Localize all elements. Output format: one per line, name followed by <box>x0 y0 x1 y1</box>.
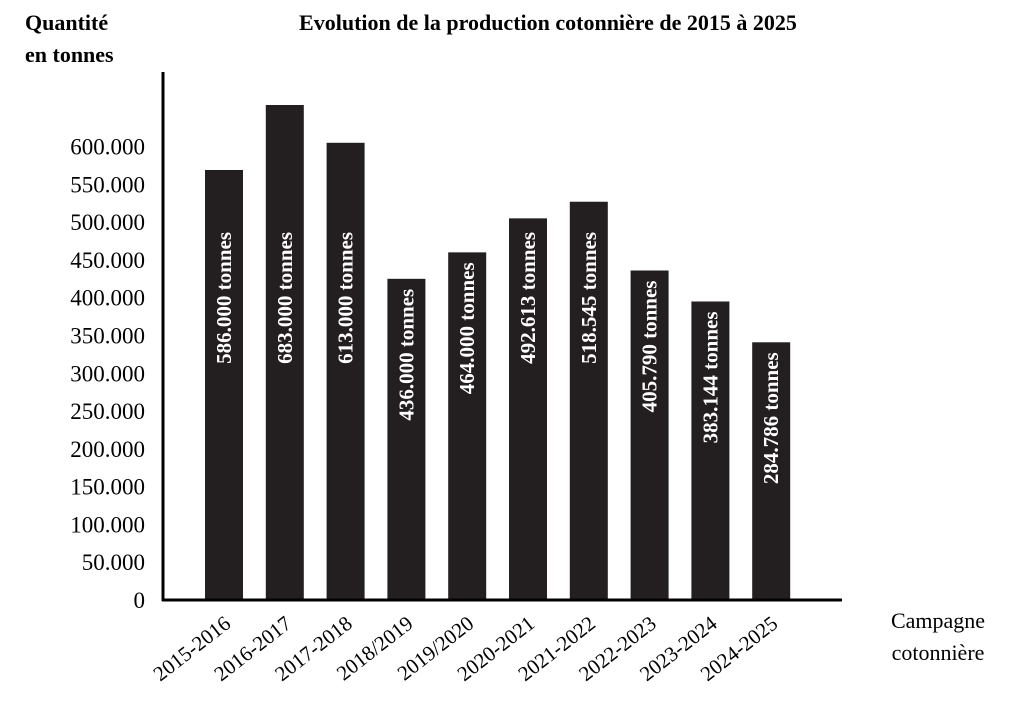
y-tick-label: 400.000 <box>70 286 145 311</box>
y-tick-label: 250.000 <box>70 399 145 424</box>
bar-data-label: 383.144 tonnes <box>698 311 722 443</box>
bar <box>448 252 487 601</box>
y-tick-label: 50.000 <box>82 550 145 575</box>
y-tick-label: 300.000 <box>70 361 145 386</box>
y-tick-label: 150.000 <box>70 475 145 500</box>
bar <box>387 278 426 600</box>
bars <box>205 105 791 601</box>
bar <box>691 301 730 600</box>
bar-data-label: 436.000 tonnes <box>394 289 418 421</box>
x-axis-title-line: Campagne <box>891 608 985 633</box>
chart-title: Evolution de la production cotonnière de… <box>299 10 797 35</box>
bar-data-label: 613.000 tonnes <box>334 232 358 364</box>
y-tick-label: 100.000 <box>70 512 145 537</box>
y-tick-label: 600.000 <box>70 135 145 160</box>
bar <box>509 218 547 601</box>
bar <box>752 342 791 600</box>
y-axis-title: Quantité en tonnes <box>25 10 114 67</box>
y-tick-label: 0 <box>134 588 146 613</box>
y-tick-label: 450.000 <box>70 248 145 273</box>
y-tick-label: 350.000 <box>70 323 145 348</box>
bar-data-label: 492.613 tonnes <box>516 232 540 364</box>
bar-data-label: 683.000 tonnes <box>273 232 297 364</box>
bar <box>205 169 243 600</box>
y-tick-label: 550.000 <box>70 172 145 197</box>
bar-data-label: 284.786 tonnes <box>759 352 783 484</box>
bar-data-label: 464.000 tonnes <box>455 262 479 394</box>
x-axis-ticks: 2015-20162016-20172017-20182018/20192019… <box>149 611 783 686</box>
bar <box>569 201 608 600</box>
y-tick-label: 200.000 <box>70 437 145 462</box>
bar <box>265 105 304 600</box>
y-tick-label: 500.000 <box>70 210 145 235</box>
y-axis-title-line: en tonnes <box>25 42 114 67</box>
data-labels: 586.000 tonnes 683.000 tonnes 613.000 tonn… <box>212 232 783 484</box>
bar <box>326 142 365 600</box>
bar <box>630 270 669 600</box>
y-axis-ticks: 0 50.000 100.000 150.000 200.000 250.000 300.0… <box>70 135 145 613</box>
bar-data-label: 405.790 tonnes <box>638 281 662 413</box>
bar-data-label: 518.545 tonnes <box>577 232 601 364</box>
x-axis-title-line: cotonnière <box>892 640 985 665</box>
y-axis-title-line: Quantité <box>25 10 108 35</box>
bar-data-label: 586.000 tonnes <box>212 232 236 364</box>
x-axis-title: Campagne cotonnière <box>891 608 985 665</box>
